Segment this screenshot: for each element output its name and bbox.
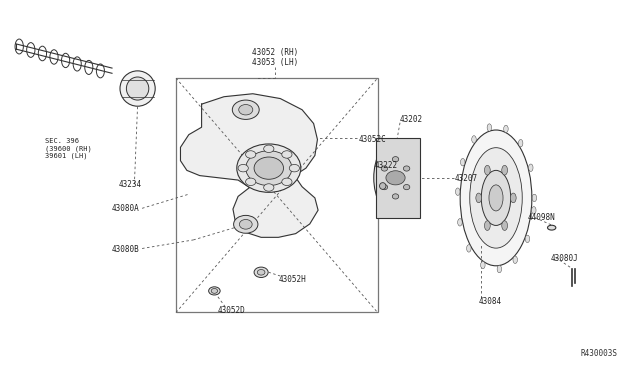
Ellipse shape — [518, 140, 523, 147]
Ellipse shape — [497, 265, 502, 273]
Ellipse shape — [532, 194, 536, 202]
Ellipse shape — [381, 185, 388, 190]
Ellipse shape — [380, 183, 386, 189]
Ellipse shape — [246, 178, 256, 186]
Ellipse shape — [282, 151, 292, 158]
Ellipse shape — [386, 171, 405, 185]
Ellipse shape — [238, 164, 248, 172]
Ellipse shape — [264, 184, 274, 191]
Ellipse shape — [460, 130, 532, 266]
Ellipse shape — [481, 170, 511, 225]
Ellipse shape — [381, 166, 388, 171]
Ellipse shape — [476, 193, 482, 203]
Ellipse shape — [289, 164, 300, 172]
Text: 43234: 43234 — [118, 180, 141, 189]
Ellipse shape — [525, 235, 530, 243]
Ellipse shape — [529, 164, 533, 171]
Ellipse shape — [237, 144, 301, 192]
Bar — [176, 78, 378, 312]
Text: 43052D: 43052D — [218, 306, 245, 315]
Ellipse shape — [211, 289, 218, 293]
Ellipse shape — [234, 215, 258, 233]
Ellipse shape — [282, 178, 292, 186]
Ellipse shape — [470, 148, 522, 248]
Text: 43207: 43207 — [454, 174, 477, 183]
Ellipse shape — [254, 267, 268, 278]
Ellipse shape — [254, 157, 284, 179]
Text: SEC. 396
(39600 (RH)
39601 (LH): SEC. 396 (39600 (RH) 39601 (LH) — [45, 138, 92, 159]
Ellipse shape — [456, 188, 460, 195]
Ellipse shape — [403, 185, 410, 190]
Ellipse shape — [374, 141, 417, 215]
Text: 43080A: 43080A — [112, 204, 140, 213]
Ellipse shape — [127, 77, 148, 100]
Text: 43052 (RH)
43053 (LH): 43052 (RH) 43053 (LH) — [252, 48, 298, 67]
Text: 43084: 43084 — [479, 297, 502, 306]
Bar — [376, 138, 420, 218]
Ellipse shape — [239, 219, 252, 229]
Text: 43202: 43202 — [400, 115, 423, 124]
Ellipse shape — [502, 166, 508, 175]
Ellipse shape — [489, 185, 503, 211]
Text: 44098N: 44098N — [528, 213, 556, 222]
Ellipse shape — [472, 136, 476, 143]
Text: R430003S: R430003S — [580, 349, 618, 358]
Ellipse shape — [461, 158, 465, 166]
Text: 43222: 43222 — [374, 161, 397, 170]
Ellipse shape — [392, 194, 399, 199]
Text: 43080J: 43080J — [550, 254, 578, 263]
Text: 43052C: 43052C — [358, 135, 386, 144]
Ellipse shape — [481, 261, 485, 269]
Text: 43080B: 43080B — [112, 245, 140, 254]
Text: 43052H: 43052H — [278, 275, 306, 283]
Ellipse shape — [532, 206, 536, 214]
Ellipse shape — [484, 166, 490, 175]
Ellipse shape — [403, 166, 410, 171]
Ellipse shape — [264, 145, 274, 153]
Ellipse shape — [487, 124, 492, 131]
Ellipse shape — [120, 71, 155, 106]
Ellipse shape — [246, 151, 256, 158]
Ellipse shape — [484, 221, 490, 230]
Ellipse shape — [467, 245, 471, 252]
Ellipse shape — [458, 219, 462, 226]
Ellipse shape — [239, 105, 253, 115]
Ellipse shape — [392, 157, 399, 162]
Ellipse shape — [504, 125, 508, 133]
Ellipse shape — [513, 256, 518, 263]
Ellipse shape — [511, 193, 516, 203]
Ellipse shape — [232, 100, 259, 119]
Polygon shape — [180, 94, 318, 237]
Ellipse shape — [548, 225, 556, 230]
Ellipse shape — [502, 221, 508, 230]
Ellipse shape — [257, 269, 265, 275]
Ellipse shape — [246, 151, 292, 186]
Ellipse shape — [209, 287, 220, 295]
